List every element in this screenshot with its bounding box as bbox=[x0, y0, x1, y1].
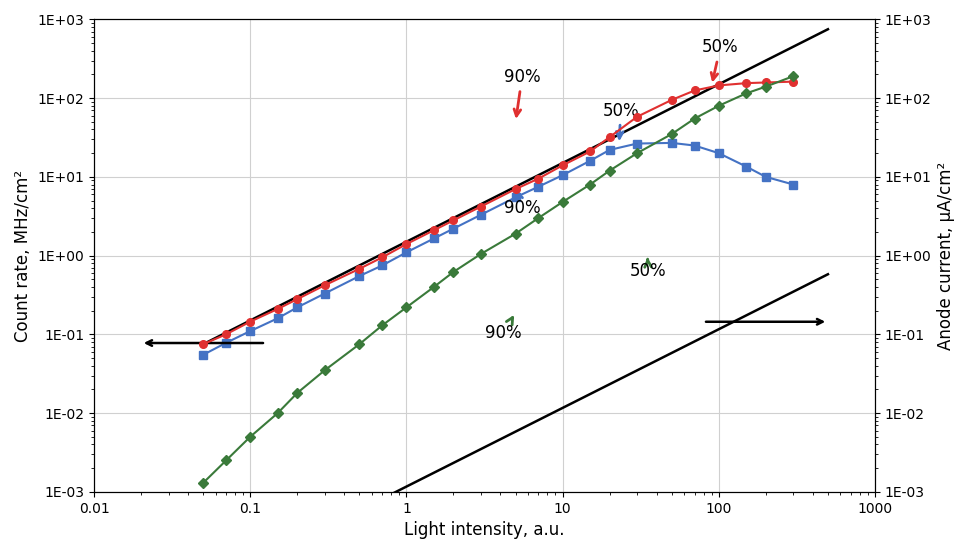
X-axis label: Light intensity, a.u.: Light intensity, a.u. bbox=[404, 521, 565, 539]
Text: 50%: 50% bbox=[630, 259, 667, 280]
Text: 90%: 90% bbox=[504, 68, 541, 116]
Y-axis label: Count rate, MHz/cm²: Count rate, MHz/cm² bbox=[14, 170, 32, 342]
Y-axis label: Anode current, μA/cm²: Anode current, μA/cm² bbox=[937, 161, 955, 349]
Text: 50%: 50% bbox=[702, 39, 738, 80]
Text: 90%: 90% bbox=[504, 192, 541, 217]
Text: 90%: 90% bbox=[485, 317, 522, 342]
Text: 50%: 50% bbox=[603, 102, 640, 138]
